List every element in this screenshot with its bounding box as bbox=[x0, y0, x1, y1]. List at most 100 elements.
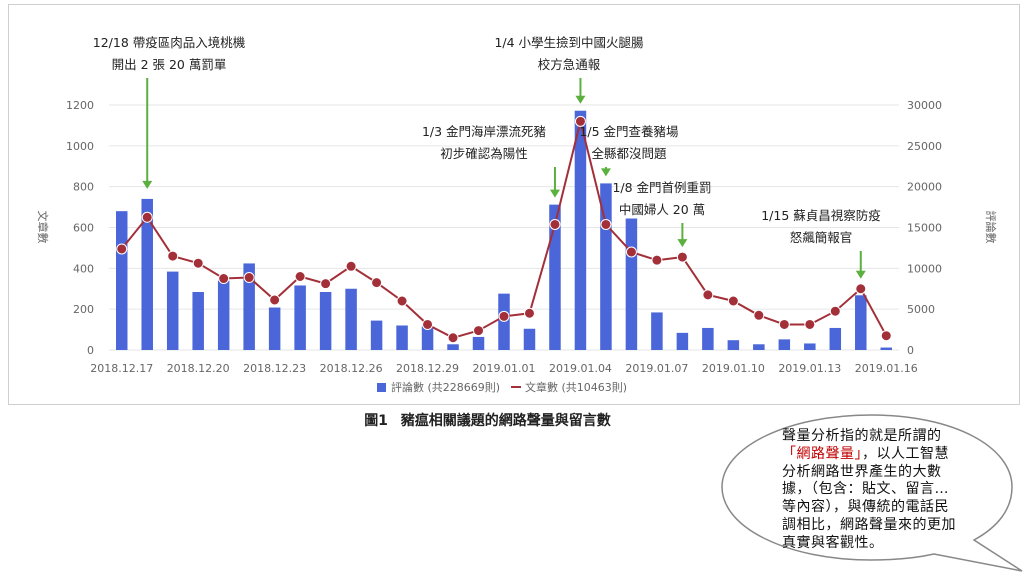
line-point-2019.01.08 bbox=[676, 251, 688, 263]
bar-2019.01.03 bbox=[549, 204, 561, 350]
y-left-tick-label: 1000 bbox=[66, 140, 94, 153]
x-tick-label: 2019.01.04 bbox=[549, 362, 612, 375]
line-point-2019.01.03 bbox=[549, 218, 561, 230]
bar-2019.01.02 bbox=[523, 328, 536, 350]
line-point-2019.01.07 bbox=[651, 254, 663, 266]
x-tick-label: 2018.12.26 bbox=[320, 362, 383, 375]
y-right-tick-label: 10000 bbox=[907, 262, 942, 275]
x-tick-label: 2019.01.01 bbox=[473, 362, 536, 375]
annotation-text: 1/3 金門海岸漂流死豬 bbox=[422, 124, 546, 139]
annotation-text: 校方急通報 bbox=[538, 57, 601, 72]
legend-swatch-bars bbox=[377, 383, 386, 392]
bar-2019.01.04 bbox=[574, 110, 587, 350]
line-point-2019.01.13 bbox=[804, 318, 816, 330]
x-tick-label: 2018.12.20 bbox=[167, 362, 230, 375]
y-right-axis-title: 評論數 bbox=[984, 211, 998, 244]
bar-2018.12.18 bbox=[141, 198, 153, 350]
bar-2018.12.31 bbox=[472, 336, 485, 350]
legend-label-line: 文章數 (共10463則) bbox=[525, 380, 627, 394]
bar-2018.12.19 bbox=[166, 271, 179, 350]
bar-2018.12.21 bbox=[217, 280, 230, 350]
y-right-tick-label: 15000 bbox=[907, 222, 942, 235]
x-tick-label: 2019.01.10 bbox=[702, 362, 765, 375]
line-point-2018.12.19 bbox=[167, 250, 179, 262]
bar-2018.12.29 bbox=[421, 326, 434, 350]
bar-2019.01.07 bbox=[651, 312, 663, 350]
line-point-2018.12.27 bbox=[371, 277, 383, 289]
line-point-2018.12.22 bbox=[243, 272, 255, 284]
line-point-2019.01.14 bbox=[829, 305, 841, 317]
y-right-tick-label: 5000 bbox=[907, 303, 935, 316]
bar-2019.01.15 bbox=[855, 295, 867, 350]
annotation-arrow-head bbox=[600, 168, 611, 177]
bar-2018.12.17 bbox=[115, 211, 128, 350]
annotation-arrow-head bbox=[549, 189, 560, 198]
line-point-2018.12.21 bbox=[218, 273, 230, 285]
bar-2018.12.30 bbox=[447, 344, 459, 350]
line-point-2018.12.31 bbox=[473, 325, 485, 337]
line-point-2018.12.17 bbox=[116, 243, 128, 255]
annotation-text: 開出 2 張 20 萬罰單 bbox=[112, 57, 227, 72]
annotation-text: 中國婦人 20 萬 bbox=[619, 202, 705, 217]
line-point-2019.01.02 bbox=[523, 307, 535, 319]
annotation-text: 1/8 金門首例重罰 bbox=[612, 180, 711, 195]
bubble-highlight: 「網路聲量」 bbox=[782, 445, 862, 462]
line-point-2018.12.24 bbox=[294, 271, 306, 282]
line-point-2019.01.09 bbox=[702, 289, 714, 301]
annotation-text: 12/18 帶疫區肉品入境桃機 bbox=[93, 35, 246, 50]
bar-2019.01.09 bbox=[702, 327, 714, 350]
y-left-axis-title: 文章數 bbox=[36, 211, 50, 244]
bar-2019.01.10 bbox=[727, 340, 740, 350]
annotation-text: 1/5 金門查養豬場 bbox=[579, 124, 678, 139]
line-point-2019.01.01 bbox=[498, 310, 510, 322]
line-point-2019.01.11 bbox=[753, 309, 765, 321]
annotation-arrow-head bbox=[142, 180, 153, 189]
x-tick-label: 2018.12.17 bbox=[90, 362, 153, 375]
figure-caption: 圖1 豬瘟相關議題的網路聲量與留言數 bbox=[0, 410, 975, 430]
y-left-tick-label: 800 bbox=[73, 181, 94, 194]
line-point-2018.12.20 bbox=[192, 257, 204, 269]
bar-2019.01.06 bbox=[625, 218, 638, 350]
x-tick-label: 2019.01.07 bbox=[625, 362, 688, 375]
bar-2019.01.05 bbox=[600, 183, 612, 350]
caption-text: 豬瘟相關議題的網路聲量與留言數 bbox=[400, 413, 611, 429]
bar-2019.01.13 bbox=[804, 343, 816, 350]
speech-bubble bbox=[721, 414, 1023, 572]
bar-2018.12.28 bbox=[396, 325, 408, 350]
x-tick-label: 2018.12.23 bbox=[243, 362, 306, 375]
line-point-2018.12.23 bbox=[269, 294, 281, 306]
bar-2019.01.08 bbox=[676, 332, 689, 350]
annotation-arrow-head bbox=[677, 239, 688, 248]
bubble-text-before: 聲量分析指的就是所謂的 bbox=[782, 428, 942, 444]
bar-2018.12.23 bbox=[268, 307, 281, 350]
bar-2018.12.24 bbox=[294, 285, 306, 350]
chart-frame: 0 200 400 600 800 1000 1200 0 5000 10000 15000 2000… bbox=[8, 4, 1020, 405]
x-tick-label: 2019.01.13 bbox=[778, 362, 841, 375]
annotation-text: 1/4 小學生撿到中國火腿腸 bbox=[494, 35, 644, 50]
line-point-2019.01.12 bbox=[778, 318, 790, 330]
annotation-arrow-head bbox=[855, 270, 866, 279]
y-left-tick-label: 1200 bbox=[66, 99, 94, 112]
line-point-2019.01.16 bbox=[880, 330, 892, 342]
bar-2018.12.27 bbox=[370, 320, 383, 350]
bar-2019.01.11 bbox=[753, 344, 765, 350]
annotation-text: 全縣都沒問題 bbox=[591, 146, 667, 161]
bubble-text: 聲量分析指的就是所謂的「網路聲量」，以人工智慧分析網路世界產生的大數據，（包含：… bbox=[782, 428, 962, 553]
line-point-2018.12.25 bbox=[320, 278, 332, 290]
bar-2019.01.01 bbox=[498, 293, 510, 350]
line-point-2018.12.29 bbox=[422, 318, 434, 330]
y-right-tick-label: 20000 bbox=[907, 181, 942, 194]
caption-label: 圖1 bbox=[364, 413, 388, 429]
annotation-text: 怒飆簡報官 bbox=[790, 230, 853, 245]
bar-2018.12.20 bbox=[192, 292, 204, 350]
bar-2018.12.22 bbox=[243, 263, 255, 350]
bar-2018.12.26 bbox=[345, 288, 357, 350]
y-right-tick-label: 0 bbox=[907, 344, 914, 357]
y-left-tick-label: 0 bbox=[87, 344, 94, 357]
y-left-tick-label: 200 bbox=[73, 303, 94, 316]
line-point-2018.12.28 bbox=[396, 295, 408, 307]
line-point-2018.12.18 bbox=[141, 211, 153, 223]
line-point-2019.01.15 bbox=[855, 283, 867, 295]
bar-2019.01.12 bbox=[778, 339, 791, 350]
bar-2019.01.16 bbox=[880, 347, 893, 350]
